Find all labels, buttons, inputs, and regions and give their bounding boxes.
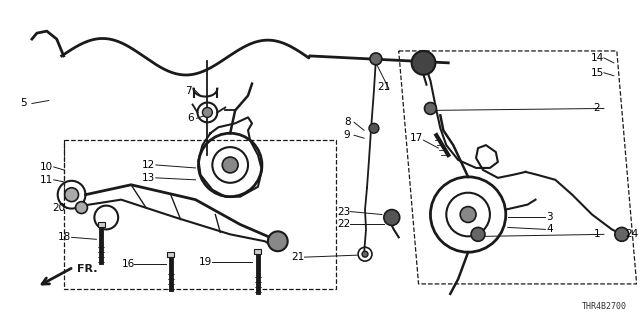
Text: 22: 22	[337, 220, 351, 229]
Text: 4: 4	[546, 224, 553, 234]
Text: 18: 18	[58, 232, 71, 242]
Text: 9: 9	[344, 130, 351, 140]
Bar	[98, 222, 105, 228]
Text: 10: 10	[40, 162, 53, 172]
Text: 12: 12	[142, 160, 156, 170]
Text: 1: 1	[594, 229, 600, 239]
Text: 21: 21	[291, 252, 304, 262]
Text: 11: 11	[40, 175, 53, 185]
Text: 16: 16	[122, 259, 134, 269]
Text: 8: 8	[344, 117, 351, 127]
Circle shape	[76, 202, 88, 213]
Circle shape	[460, 207, 476, 222]
Circle shape	[65, 188, 79, 202]
Text: 5: 5	[20, 99, 28, 108]
Text: 7: 7	[185, 86, 192, 96]
Text: 14: 14	[590, 53, 604, 63]
Circle shape	[412, 51, 435, 75]
Circle shape	[222, 157, 238, 173]
Circle shape	[268, 231, 288, 251]
Circle shape	[424, 102, 436, 114]
Circle shape	[471, 228, 485, 241]
Text: 21: 21	[377, 82, 390, 92]
Text: 17: 17	[410, 133, 423, 143]
Text: 19: 19	[199, 257, 212, 267]
Text: 24: 24	[625, 229, 638, 239]
Text: THR4B2700: THR4B2700	[582, 302, 627, 311]
Circle shape	[202, 108, 212, 117]
Text: 13: 13	[142, 173, 156, 183]
Text: 23: 23	[337, 206, 351, 217]
Circle shape	[615, 228, 628, 241]
Text: 20: 20	[52, 203, 65, 212]
Text: 15: 15	[590, 68, 604, 78]
Circle shape	[369, 123, 379, 133]
Bar	[167, 252, 174, 257]
Text: 2: 2	[594, 103, 600, 114]
Bar	[63, 140, 336, 289]
Text: 6: 6	[188, 113, 194, 124]
Text: 3: 3	[546, 212, 553, 222]
Circle shape	[370, 53, 382, 65]
Text: FR.: FR.	[77, 264, 97, 274]
Circle shape	[384, 210, 400, 225]
Bar	[255, 249, 261, 254]
Circle shape	[362, 251, 368, 257]
